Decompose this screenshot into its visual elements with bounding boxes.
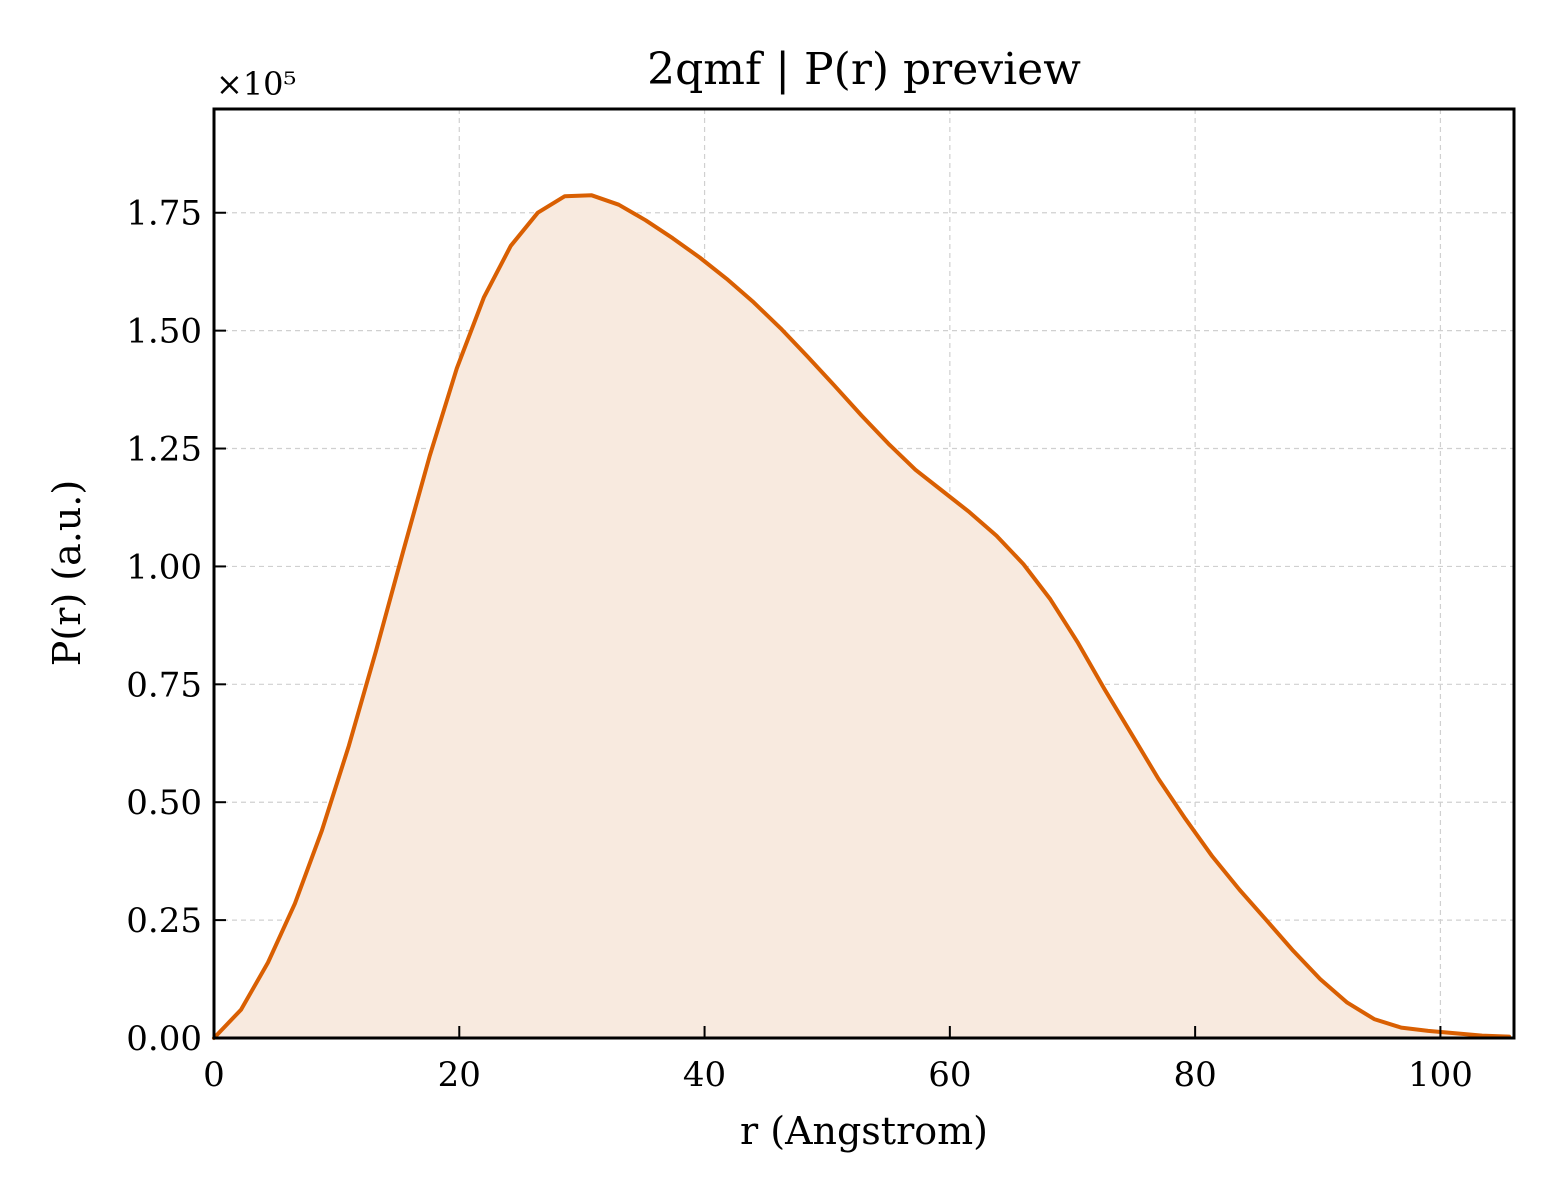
y-tick-label: 1.00 [126, 547, 202, 587]
y-tick-label: 0.00 [126, 1019, 202, 1059]
y-tick-label: 1.75 [126, 194, 202, 234]
y-offset-label: ×10⁵ [216, 65, 296, 103]
y-tick-label: 1.50 [126, 312, 202, 352]
y-tick-label: 0.50 [126, 783, 202, 823]
x-tick-label: 60 [928, 1055, 971, 1095]
x-tick-label: 40 [683, 1055, 726, 1095]
y-tick-label: 0.75 [126, 665, 202, 705]
x-tick-label: 80 [1173, 1055, 1216, 1095]
pr-area-fill [214, 195, 1510, 1039]
x-axis-label: r (Angstrom) [740, 1109, 988, 1153]
x-tick-label: 20 [438, 1055, 481, 1095]
y-tick-label: 1.25 [126, 430, 202, 470]
ticks: 0 20 40 60 80 100 0.00 0.25 0.50 0.75 1.00 1.25 1.50… [126, 194, 1473, 1095]
plot-frame [212, 107, 1516, 1040]
y-tick-label: 0.25 [126, 901, 202, 941]
y-axis-label: P(r) (a.u.) [45, 480, 89, 666]
x-tick-label: 0 [203, 1055, 225, 1095]
chart-title: 2qmf | P(r) preview [647, 44, 1081, 95]
pr-curve [212, 193, 1512, 1040]
x-tick-label: 100 [1408, 1055, 1473, 1095]
